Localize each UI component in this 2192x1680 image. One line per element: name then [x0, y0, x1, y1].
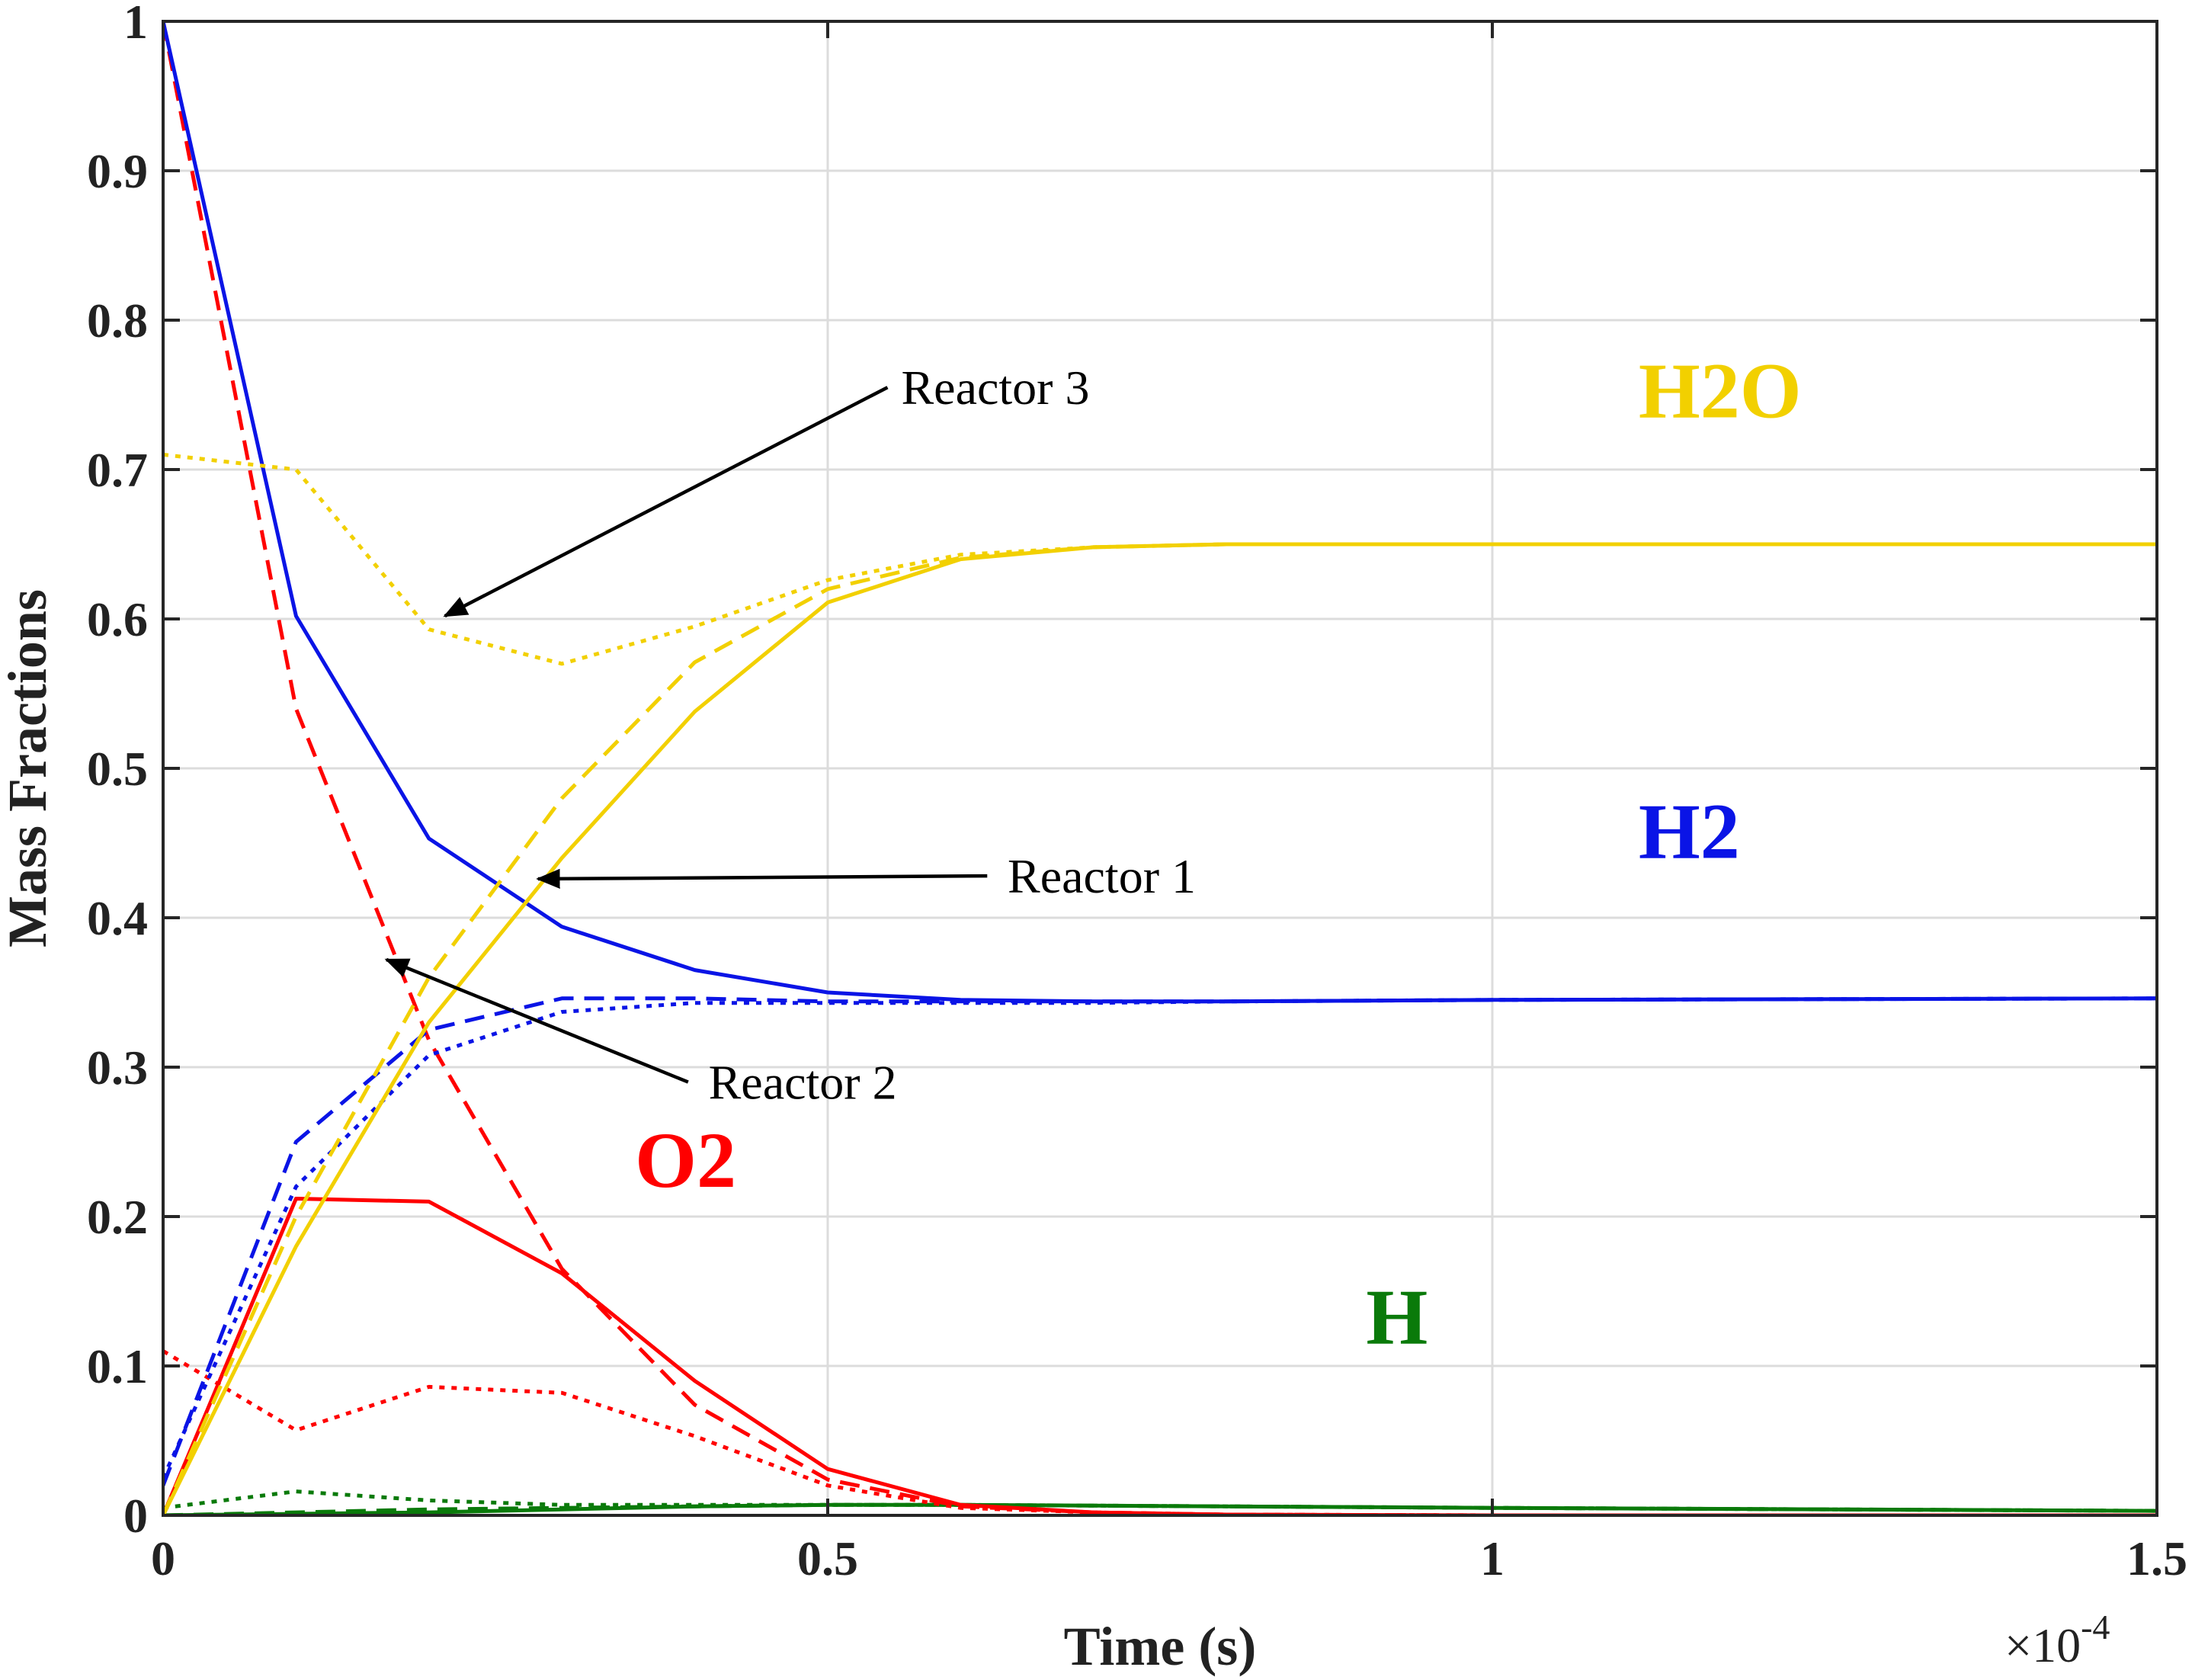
x-tick-label: 0.5 — [797, 1531, 858, 1585]
x-axis-exponent-power: -4 — [2081, 1608, 2110, 1646]
y-tick-label: 0.5 — [87, 742, 148, 796]
y-tick-label: 0.6 — [87, 592, 148, 646]
annotation-arrow-reactor-2 — [384, 957, 689, 1084]
species-label-h2o: H2O — [1639, 347, 1802, 434]
y-tick-label: 0.2 — [87, 1190, 148, 1244]
y-tick-label: 0.7 — [87, 443, 148, 497]
y-tick-label: 0 — [123, 1489, 148, 1543]
x-axis-exponent-base: ×10 — [2005, 1618, 2081, 1672]
annotation-arrow-reactor-1 — [536, 868, 988, 889]
y-tick-label: 0.1 — [87, 1339, 148, 1393]
species-label-layer: H2O H2 O2 H — [635, 347, 1802, 1361]
x-tick-label: 1.5 — [2126, 1531, 2187, 1585]
y-tick-label: 1 — [123, 0, 148, 49]
y-tick-label: 0.9 — [87, 144, 148, 198]
y-axis-title: Mass Fractions — [0, 589, 58, 947]
series-line-h-reactor-3-dotted — [163, 1489, 2157, 1513]
x-tick-label: 1 — [1480, 1531, 1505, 1585]
x-axis-exponent: ×10-4 — [2005, 1608, 2110, 1672]
species-label-o2: O2 — [635, 1117, 736, 1204]
series-line-h2-reactor-1-solid — [163, 21, 2157, 1004]
annotation-layer: Reactor 3 Reactor 1 Reactor 2 — [384, 361, 1196, 1110]
x-tick-label: 0 — [151, 1531, 175, 1585]
species-label-h2: H2 — [1639, 788, 1740, 876]
annotation-label-reactor-2: Reactor 2 — [709, 1056, 897, 1110]
x-tick-labels: 0 0.5 1 1.5 — [151, 1531, 2187, 1585]
series-line-h2o-reactor-3-dotted — [163, 452, 2157, 666]
annotation-label-reactor-1: Reactor 1 — [1008, 849, 1196, 903]
grid — [163, 21, 2157, 1515]
annotation-label-reactor-3: Reactor 3 — [901, 361, 1089, 415]
y-tick-label: 0.4 — [87, 891, 148, 945]
y-tick-labels: 0 0.1 0.2 0.3 0.4 0.5 0.6 0.7 0.8 0.9 1 — [87, 0, 148, 1543]
series-line-o2-reactor-2-dashed — [163, 21, 2157, 1515]
y-tick-label: 0.3 — [87, 1040, 148, 1095]
y-tick-label: 0.8 — [87, 293, 148, 348]
annotation-arrow-reactor-3 — [443, 386, 889, 618]
tick-marks — [162, 20, 2158, 1517]
x-axis-title: Time (s) — [1064, 1616, 1257, 1677]
species-label-h: H — [1366, 1274, 1428, 1361]
